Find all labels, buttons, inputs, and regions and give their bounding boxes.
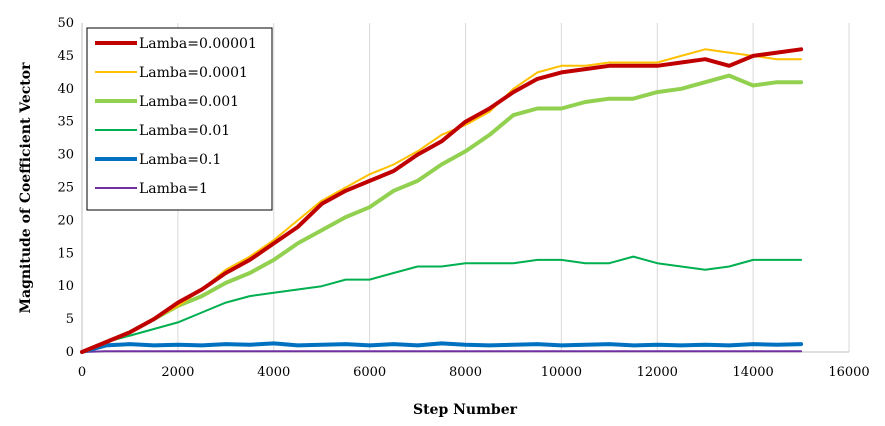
y-axis-title: Magnitude of Coefficient Vector — [18, 62, 34, 314]
y-tick-label: 5 — [66, 312, 74, 327]
y-tick-labels: 0 5 10 15 20 25 30 35 40 45 50 — [57, 16, 74, 360]
x-tick-label: 14000 — [732, 365, 773, 380]
y-tick-label: 20 — [57, 213, 74, 228]
y-tick-label: 40 — [57, 82, 74, 97]
y-tick-label: 45 — [57, 49, 74, 64]
x-tick-label: 2000 — [161, 365, 194, 380]
legend-label: Lamba=0.01 — [139, 123, 230, 139]
y-tick-label: 10 — [57, 279, 74, 294]
legend-box — [86, 27, 273, 211]
x-tick-labels: 0 2000 4000 6000 8000 10000 12000 14000 16000 — [78, 365, 870, 380]
x-tick-label: 6000 — [353, 365, 386, 380]
chart-legend: Lamba=0.00001 Lamba=0.0001 Lamba=0.001 Lamb… — [86, 27, 273, 211]
legend-label: Lamba=0.1 — [139, 152, 221, 168]
series-line — [81, 350, 803, 353]
series-line — [80, 73, 804, 354]
y-tick-label: 25 — [57, 181, 74, 196]
y-tick-label: 0 — [66, 345, 74, 360]
x-tick-label: 0 — [78, 365, 86, 380]
series-line — [81, 255, 803, 353]
y-tick-label: 15 — [57, 246, 74, 261]
chart-gridlines — [177, 23, 850, 352]
series-line — [80, 47, 804, 354]
legend-label: Lamba=0.001 — [139, 94, 239, 110]
legend-label: Lamba=0.0001 — [139, 65, 248, 81]
x-tick-label: 10000 — [541, 365, 582, 380]
y-tick-label: 35 — [57, 115, 74, 130]
chart-series-group — [80, 47, 804, 354]
legend-label: Lamba=0.00001 — [139, 36, 257, 52]
x-tick-label: 12000 — [637, 365, 678, 380]
y-tick-label: 50 — [57, 16, 74, 31]
x-tick-label: 4000 — [257, 365, 290, 380]
y-tick-label: 30 — [57, 148, 74, 163]
series-line — [80, 341, 804, 354]
x-axis-title: Step Number — [413, 402, 518, 418]
x-tick-label: 8000 — [449, 365, 482, 380]
legend-label: Lamba=1 — [139, 181, 208, 197]
x-tick-label: 16000 — [828, 365, 869, 380]
